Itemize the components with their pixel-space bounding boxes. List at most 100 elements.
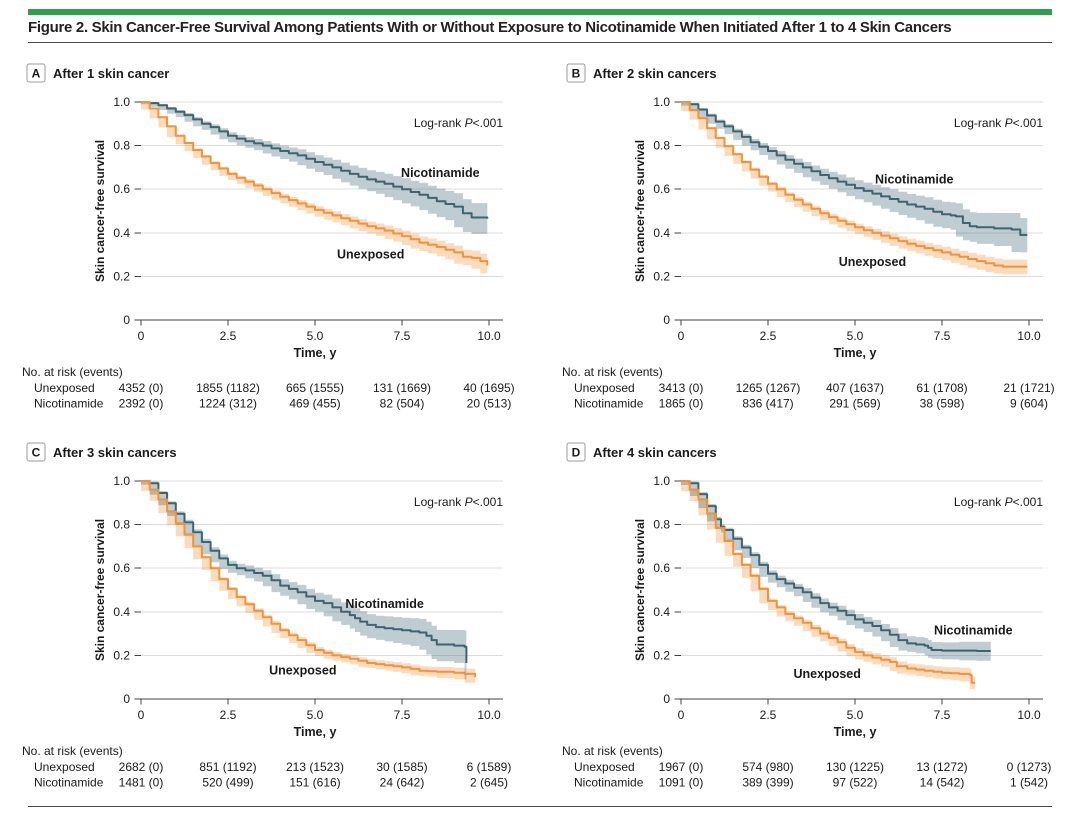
x-tick-label: 7.5 [394, 708, 411, 722]
y-tick-label: 0.2 [653, 648, 670, 662]
panel-b: B After 2 skin cancers Nicotinamide Unexpos… [562, 63, 1055, 411]
nicotinamide-ci-band [141, 481, 467, 680]
nicotinamide-curve [141, 101, 489, 219]
risk-value: 1481 (0) [119, 776, 164, 790]
unexposed-curve [681, 101, 1028, 268]
figure-title: Figure 2. Skin Cancer-Free Survival Amon… [28, 19, 952, 36]
x-tick-label: 0 [678, 708, 685, 722]
nicotinamide-curve-label: Nicotinamide [345, 597, 424, 611]
x-tick-label: 2.5 [760, 708, 777, 722]
log-rank-annotation: Log-rank P<.001 [414, 495, 503, 509]
panel-letter-box [566, 63, 586, 83]
panel-title: After 1 skin cancer [53, 66, 169, 81]
risk-value: 1 (542) [1010, 776, 1048, 790]
y-tick-label: 0.6 [653, 182, 670, 196]
risk-table-header: No. at risk (events) [22, 744, 123, 758]
nicotinamide-curve-label: Nicotinamide [875, 172, 954, 186]
unexposed-curve-label: Unexposed [839, 255, 906, 269]
risk-value: 1224 (312) [199, 397, 257, 411]
nicotinamide-curve [681, 101, 1028, 236]
x-tick-label: 5.0 [847, 708, 864, 722]
risk-value: 1865 (0) [659, 397, 704, 411]
panel-title: After 4 skin cancers [593, 445, 717, 460]
risk-value: 151 (616) [289, 776, 340, 790]
risk-value: 6 (1589) [467, 760, 512, 774]
risk-value: 30 (1585) [376, 760, 427, 774]
risk-value: 1855 (1182) [196, 381, 260, 395]
risk-value: 1265 (1267) [736, 381, 801, 395]
x-tick-label: 10.0 [1017, 708, 1041, 722]
panel-d: D After 4 skin cancers Nicotinamide Unexpos… [562, 442, 1052, 790]
panel-letter: B [572, 67, 581, 81]
x-tick-label: 5.0 [847, 329, 864, 343]
unexposed-ci-band [141, 481, 476, 683]
risk-value: 3413 (0) [659, 381, 704, 395]
risk-table-header: No. at risk (events) [562, 365, 663, 379]
risk-value: 40 (1695) [463, 381, 514, 395]
y-tick-label: 0.6 [113, 561, 130, 575]
x-tick-label: 5.0 [307, 708, 324, 722]
y-tick-label: 1.0 [113, 474, 130, 488]
unexposed-ci-band [681, 481, 976, 690]
risk-value: 61 (1708) [916, 381, 967, 395]
log-rank-annotation: Log-rank P<.001 [414, 116, 503, 130]
nicotinamide-curve-label: Nicotinamide [934, 623, 1013, 637]
y-tick-label: 0.4 [113, 605, 130, 619]
y-tick-label: 0.4 [653, 605, 670, 619]
y-tick-label: 0.8 [653, 518, 670, 532]
panel-a: A After 1 skin cancer Nicotinamide Unexpose… [22, 63, 515, 411]
y-tick-label: 0.8 [113, 139, 130, 153]
unexposed-curve [141, 101, 489, 266]
risk-value: 82 (504) [380, 397, 425, 411]
panel-title: After 2 skin cancers [593, 66, 717, 81]
figure-accent-bar [28, 9, 1052, 15]
unexposed-curve [141, 480, 477, 678]
x-tick-label: 5.0 [307, 329, 324, 343]
risk-value: 13 (1272) [916, 760, 967, 774]
y-axis-title: Skin cancer-free survival [633, 519, 647, 661]
y-tick-label: 0.4 [653, 226, 670, 240]
nicotinamide-curve-label: Nicotinamide [401, 166, 480, 180]
risk-value: 291 (569) [829, 397, 880, 411]
log-rank-annotation: Log-rank P<.001 [954, 116, 1043, 130]
bottom-divider [28, 806, 1052, 807]
panel-letter: C [32, 446, 41, 460]
unexposed-curve-label: Unexposed [794, 667, 861, 681]
panel-letter-box [26, 63, 46, 83]
risk-value: 14 (542) [920, 776, 965, 790]
risk-value: 574 (980) [742, 760, 793, 774]
y-tick-label: 0.6 [113, 182, 130, 196]
risk-value: 389 (399) [742, 776, 793, 790]
y-axis-title: Skin cancer-free survival [633, 140, 647, 282]
risk-value: 9 (604) [1010, 397, 1048, 411]
y-tick-label: 0 [663, 692, 670, 706]
log-rank-annotation: Log-rank P<.001 [954, 495, 1043, 509]
y-tick-label: 0.6 [653, 561, 670, 575]
risk-value: 469 (455) [289, 397, 340, 411]
y-tick-label: 0.4 [113, 226, 130, 240]
y-tick-label: 0.2 [113, 648, 130, 662]
title-divider [28, 42, 1052, 43]
x-tick-label: 0 [678, 329, 685, 343]
unexposed-ci-band [141, 102, 488, 274]
risk-value: 1091 (0) [659, 776, 704, 790]
risk-value: 0 (1273) [1007, 760, 1052, 774]
risk-value: 21 (1721) [1003, 381, 1054, 395]
y-tick-label: 1.0 [653, 95, 670, 109]
risk-value: 38 (598) [920, 397, 965, 411]
x-tick-label: 2.5 [220, 708, 237, 722]
risk-value: 97 (522) [833, 776, 878, 790]
risk-table-header: No. at risk (events) [562, 744, 663, 758]
unexposed-ci-band [681, 102, 1028, 275]
x-tick-label: 2.5 [220, 329, 237, 343]
risk-value: 24 (642) [380, 776, 425, 790]
risk-value: 2392 (0) [119, 397, 164, 411]
risk-value: 1967 (0) [659, 760, 704, 774]
unexposed-curve-label: Unexposed [269, 664, 336, 678]
panel-c: C After 3 skin cancers Nicotinamide Unexpos… [22, 442, 512, 790]
y-tick-label: 1.0 [113, 95, 130, 109]
risk-value: 665 (1555) [286, 381, 344, 395]
risk-row-label-nicotinamide: Nicotinamide [34, 397, 104, 411]
nicotinamide-ci-band [681, 102, 1028, 253]
y-tick-label: 1.0 [653, 474, 670, 488]
